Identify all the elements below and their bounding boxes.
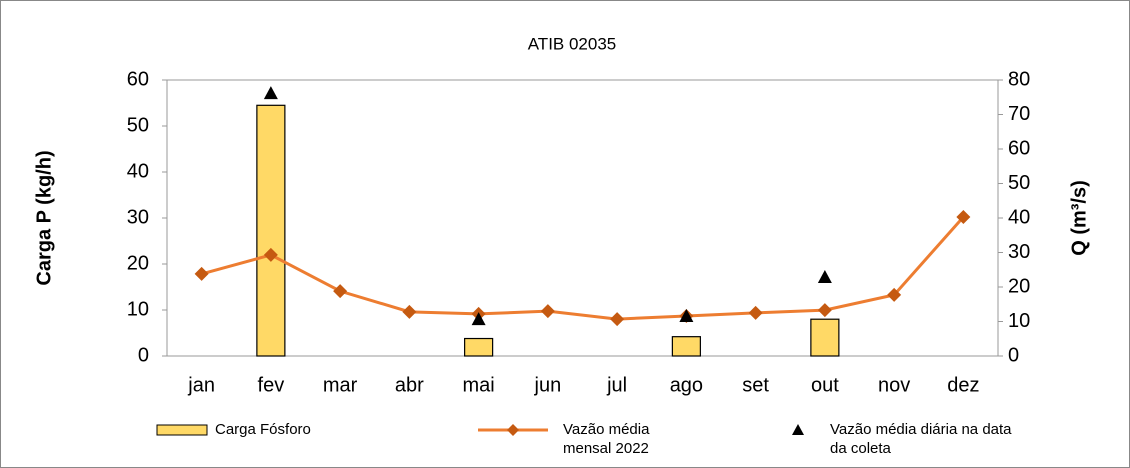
legend-marker [507, 424, 519, 436]
y2-tick-label: 0 [1008, 344, 1019, 366]
y2-tick-label: 60 [1008, 137, 1030, 159]
legend-label: Vazão média diária na data da coleta [830, 421, 1012, 457]
y2-tick-label: 70 [1008, 103, 1030, 125]
y2-tick-label: 10 [1008, 310, 1030, 332]
y-tick-label: 0 [138, 344, 149, 366]
line-marker [887, 287, 902, 302]
x-tick-label: set [742, 374, 769, 396]
y-axis-label: Carga P (kg/h) [33, 150, 55, 285]
y2-tick-label: 50 [1008, 172, 1030, 194]
y2-tick-label: 20 [1008, 275, 1030, 297]
y2-tick-label: 40 [1008, 206, 1030, 228]
y2-axis-label: Q (m³/s) [1068, 180, 1090, 256]
x-tick-label: ago [670, 374, 703, 396]
legend-marker [792, 424, 804, 435]
y-tick-label: 30 [127, 206, 149, 228]
legend-label: Carga Fósforo [215, 421, 311, 438]
x-tick-label: mai [463, 374, 495, 396]
bar [671, 336, 701, 357]
line-marker [817, 303, 832, 318]
legend-swatch [156, 424, 208, 436]
bar [810, 318, 840, 357]
x-tick-label: nov [878, 374, 910, 396]
x-tick-label: fev [258, 374, 285, 396]
line-marker [333, 284, 348, 299]
bar [464, 337, 494, 357]
y-tick-label: 50 [127, 114, 149, 136]
y2-tick-label: 80 [1008, 68, 1030, 90]
line-marker [194, 266, 209, 281]
x-tick-label: jun [534, 374, 562, 396]
x-tick-label: abr [395, 374, 424, 396]
line-marker [402, 304, 417, 319]
line-marker [956, 209, 971, 224]
triangle-marker [471, 312, 486, 326]
line-marker [610, 312, 625, 327]
y2-tick-label: 30 [1008, 241, 1030, 263]
line-marker [263, 247, 278, 262]
chart-title: ATIB 02035 [528, 34, 617, 53]
legend-label: Vazão média mensal 2022 [563, 421, 650, 457]
y-tick-label: 60 [127, 68, 149, 90]
x-tick-label: jul [606, 374, 627, 396]
x-tick-label: dez [947, 374, 979, 396]
x-tick-label: out [811, 374, 839, 396]
y-tick-label: 40 [127, 160, 149, 182]
triangle-marker [817, 269, 832, 283]
triangle-marker [263, 86, 278, 100]
triangle-marker [679, 308, 694, 322]
x-tick-label: mar [323, 374, 358, 396]
line [201, 215, 965, 321]
y-tick-label: 20 [127, 252, 149, 274]
x-tick-label: jan [187, 374, 215, 396]
y-tick-label: 10 [127, 298, 149, 320]
bar [256, 104, 286, 357]
line-marker [748, 305, 763, 320]
line-marker [540, 304, 555, 319]
